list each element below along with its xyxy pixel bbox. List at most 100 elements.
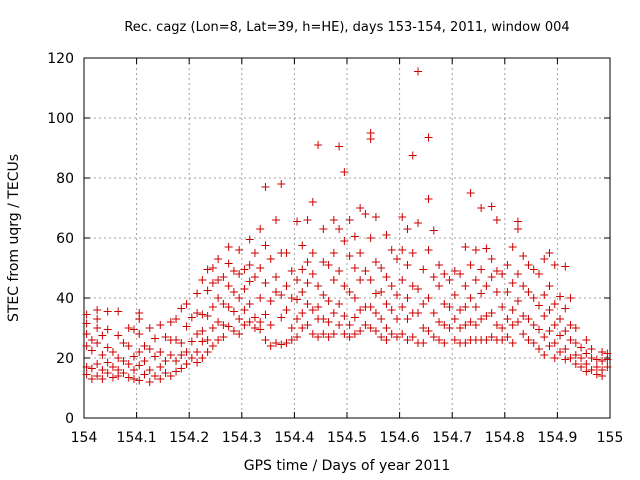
data-point	[308, 198, 317, 206]
data-point	[124, 342, 133, 350]
data-point	[277, 291, 286, 299]
data-point	[540, 291, 549, 299]
data-point	[87, 364, 96, 373]
data-point	[456, 306, 465, 314]
data-point	[177, 351, 186, 359]
data-point	[203, 336, 212, 344]
data-point	[340, 168, 349, 176]
data-point	[408, 282, 417, 290]
data-point	[366, 234, 375, 242]
data-point	[487, 309, 496, 317]
data-point	[235, 246, 244, 254]
data-point	[156, 321, 165, 329]
data-point	[350, 232, 359, 241]
data-point	[172, 367, 181, 376]
x-tick-label: 154.4	[274, 430, 314, 446]
data-point	[235, 315, 244, 323]
data-point	[387, 330, 396, 338]
data-point	[398, 303, 407, 311]
x-axis-label: GPS time / Days of year 2011	[244, 458, 451, 474]
data-point	[271, 273, 280, 281]
data-point	[398, 246, 407, 254]
data-point	[235, 330, 244, 338]
data-point	[419, 324, 428, 332]
data-point	[387, 246, 396, 254]
data-point	[108, 363, 117, 371]
data-point	[566, 336, 575, 344]
data-point	[340, 237, 349, 245]
data-point	[445, 276, 454, 284]
data-point	[377, 315, 386, 323]
data-point	[356, 276, 365, 284]
data-point	[314, 141, 323, 149]
data-point	[103, 343, 112, 352]
data-point	[140, 370, 149, 379]
data-point	[419, 339, 428, 347]
data-point	[498, 303, 507, 311]
data-point	[361, 321, 370, 329]
data-point	[403, 225, 412, 233]
data-point	[298, 265, 307, 274]
data-point	[129, 352, 138, 361]
data-point	[303, 258, 312, 266]
data-point	[198, 310, 207, 319]
data-point	[314, 282, 323, 290]
data-point	[214, 276, 223, 284]
data-point	[87, 375, 96, 383]
data-point	[287, 324, 296, 332]
data-point	[524, 315, 533, 323]
data-point	[151, 372, 160, 380]
data-point	[256, 225, 265, 233]
y-tick-label: 40	[56, 291, 74, 307]
data-point	[529, 294, 538, 302]
data-point	[461, 321, 470, 329]
data-point	[293, 315, 302, 323]
data-point	[98, 375, 107, 383]
data-point	[266, 342, 275, 350]
data-point	[450, 336, 459, 344]
data-point	[529, 321, 538, 329]
data-point	[214, 255, 223, 263]
data-point	[87, 336, 96, 344]
data-point	[587, 354, 596, 362]
data-point	[124, 324, 133, 332]
data-point	[256, 294, 265, 302]
data-point	[314, 303, 323, 311]
data-point	[151, 352, 160, 361]
data-point	[140, 342, 149, 350]
data-point	[429, 309, 438, 317]
data-point	[256, 318, 265, 326]
data-point	[345, 321, 354, 329]
data-point	[498, 324, 507, 332]
data-point	[145, 366, 154, 374]
data-point	[293, 217, 302, 226]
data-point	[208, 279, 217, 287]
data-point	[235, 294, 244, 302]
data-point	[282, 282, 291, 290]
data-point	[508, 321, 517, 329]
data-point	[382, 336, 391, 344]
data-point	[229, 267, 238, 275]
data-point	[377, 264, 386, 272]
data-point	[129, 366, 138, 374]
x-tick-label: 154.2	[169, 430, 209, 446]
data-point	[382, 231, 391, 239]
data-point	[440, 270, 449, 278]
data-point	[477, 265, 486, 274]
data-point	[87, 346, 96, 355]
data-point	[214, 294, 223, 302]
data-point	[124, 360, 133, 368]
data-point	[156, 375, 165, 383]
data-point	[172, 315, 181, 323]
x-tick-label: 154.6	[380, 430, 420, 446]
data-point	[324, 333, 333, 341]
data-point	[103, 307, 112, 316]
y-tick-label: 60	[56, 231, 74, 247]
data-point	[398, 276, 407, 284]
data-point	[335, 321, 344, 329]
data-point	[256, 325, 265, 334]
data-point	[498, 336, 507, 344]
data-point	[303, 279, 312, 287]
data-point	[466, 189, 475, 197]
data-point	[224, 243, 233, 251]
